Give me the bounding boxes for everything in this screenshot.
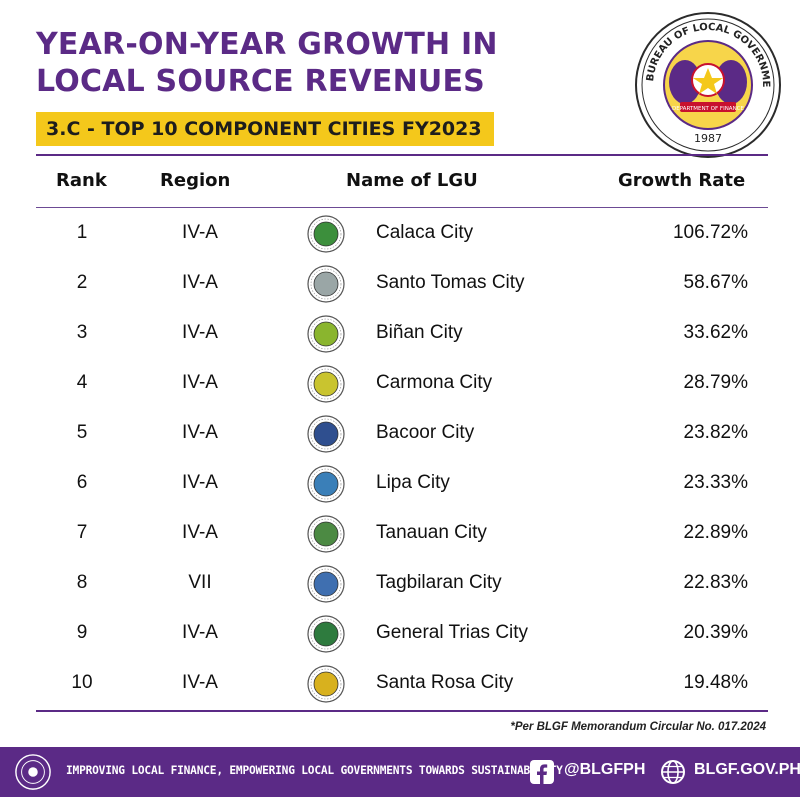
region-cell: IV-A bbox=[182, 472, 218, 493]
column-header-region: Region bbox=[160, 170, 231, 191]
lgu-name-cell: Santa Rosa City bbox=[376, 672, 514, 693]
footer-seal-icon bbox=[15, 754, 51, 790]
growth-rate-cell: 20.39% bbox=[683, 622, 748, 643]
title-line-1: YEAR-ON-YEAR GROWTH IN bbox=[36, 27, 498, 62]
footnote: *Per BLGF Memorandum Circular No. 017.20… bbox=[510, 721, 766, 733]
rank-cell: 7 bbox=[76, 522, 88, 543]
region-cell: IV-A bbox=[182, 422, 218, 443]
lgu-name-cell: Santo Tomas City bbox=[376, 272, 525, 293]
growth-rate-cell: 22.89% bbox=[683, 522, 748, 543]
growth-rate-cell: 19.48% bbox=[683, 672, 748, 693]
city-seal-logo bbox=[307, 315, 345, 353]
region-cell: IV-A bbox=[182, 372, 218, 393]
lgu-name-cell: Tanauan City bbox=[376, 522, 487, 543]
rank-cell: 10 bbox=[71, 672, 93, 693]
subtitle-banner: 3.C - TOP 10 COMPONENT CITIES FY2023 bbox=[36, 112, 494, 146]
rank-cell: 9 bbox=[76, 622, 88, 643]
lgu-name-cell: Lipa City bbox=[376, 472, 450, 493]
rank-cell: 3 bbox=[76, 322, 88, 343]
column-header-rank: Rank bbox=[56, 170, 107, 191]
rank-cell: 1 bbox=[76, 222, 88, 243]
city-seal-logo bbox=[307, 515, 345, 553]
website-link[interactable]: BLGF.GOV.PH bbox=[694, 761, 800, 778]
seal-ribbon: DEPARTMENT OF FINANCE bbox=[672, 106, 745, 112]
region-cell: IV-A bbox=[182, 272, 218, 293]
table-row: 2 IV-A Santo Tomas City 58.67% bbox=[0, 258, 800, 308]
table-bottom-rule bbox=[36, 710, 768, 712]
lgu-name-cell: Carmona City bbox=[376, 372, 493, 393]
facebook-icon[interactable] bbox=[530, 760, 554, 784]
footer-tagline: IMPROVING LOCAL FINANCE, EMPOWERING LOCA… bbox=[66, 764, 563, 777]
rank-cell: 8 bbox=[76, 572, 88, 593]
city-seal-logo bbox=[307, 265, 345, 303]
column-header-name: Name of LGU bbox=[346, 170, 478, 191]
table-row: 5 IV-A Bacoor City 23.82% bbox=[0, 408, 800, 458]
growth-rate-cell: 23.33% bbox=[683, 472, 748, 493]
city-seal-logo bbox=[307, 565, 345, 603]
title-line-2: LOCAL SOURCE REVENUES bbox=[36, 64, 485, 99]
region-cell: IV-A bbox=[182, 622, 218, 643]
table-row: 4 IV-A Carmona City 28.79% bbox=[0, 358, 800, 408]
growth-rate-cell: 58.67% bbox=[683, 272, 748, 293]
page-title: YEAR-ON-YEAR GROWTH IN LOCAL SOURCE REVE… bbox=[36, 26, 498, 100]
lgu-name-cell: Tagbilaran City bbox=[376, 572, 502, 593]
blgf-seal-logo: BUREAU OF LOCAL GOVERNMENT FINANCE DEPAR… bbox=[633, 10, 781, 158]
social-handle[interactable]: @BLGFPH bbox=[564, 761, 646, 778]
city-seal-logo bbox=[307, 415, 345, 453]
table-header-rule bbox=[36, 207, 768, 208]
table-row: 3 IV-A Biñan City 33.62% bbox=[0, 308, 800, 358]
lgu-name-cell: Biñan City bbox=[376, 322, 463, 343]
city-seal-logo bbox=[307, 465, 345, 503]
column-header-growth-rate: Growth Rate bbox=[618, 170, 746, 191]
region-cell: IV-A bbox=[182, 222, 218, 243]
growth-rate-cell: 28.79% bbox=[683, 372, 748, 393]
growth-rate-cell: 22.83% bbox=[683, 572, 748, 593]
growth-rate-cell: 106.72% bbox=[672, 222, 748, 243]
city-seal-logo bbox=[307, 615, 345, 653]
table-row: 7 IV-A Tanauan City 22.89% bbox=[0, 508, 800, 558]
rank-cell: 2 bbox=[76, 272, 88, 293]
region-cell: IV-A bbox=[182, 322, 218, 343]
city-seal-logo bbox=[307, 215, 345, 253]
table-header: Rank Region Name of LGU Growth Rate bbox=[0, 166, 800, 200]
seal-year: 1987 bbox=[694, 132, 722, 145]
table-row: 6 IV-A Lipa City 23.33% bbox=[0, 458, 800, 508]
table-row: 10 IV-A Santa Rosa City 19.48% bbox=[0, 658, 800, 708]
region-cell: VII bbox=[188, 572, 212, 593]
region-cell: IV-A bbox=[182, 522, 218, 543]
city-seal-logo bbox=[307, 665, 345, 703]
growth-rate-cell: 23.82% bbox=[683, 422, 748, 443]
footer-bar: IMPROVING LOCAL FINANCE, EMPOWERING LOCA… bbox=[0, 747, 800, 797]
rank-cell: 6 bbox=[76, 472, 88, 493]
region-cell: IV-A bbox=[182, 672, 218, 693]
lgu-name-cell: Calaca City bbox=[376, 222, 474, 243]
rank-cell: 4 bbox=[76, 372, 88, 393]
lgu-name-cell: Bacoor City bbox=[376, 422, 475, 443]
city-seal-logo bbox=[307, 365, 345, 403]
table-top-rule bbox=[36, 154, 768, 156]
growth-rate-cell: 33.62% bbox=[683, 322, 748, 343]
globe-icon bbox=[661, 760, 685, 784]
lgu-name-cell: General Trias City bbox=[376, 622, 529, 643]
table-row: 8 VII Tagbilaran City 22.83% bbox=[0, 558, 800, 608]
rank-cell: 5 bbox=[76, 422, 88, 443]
table-row: 9 IV-A General Trias City 20.39% bbox=[0, 608, 800, 658]
table-row: 1 IV-A Calaca City 106.72% bbox=[0, 208, 800, 258]
